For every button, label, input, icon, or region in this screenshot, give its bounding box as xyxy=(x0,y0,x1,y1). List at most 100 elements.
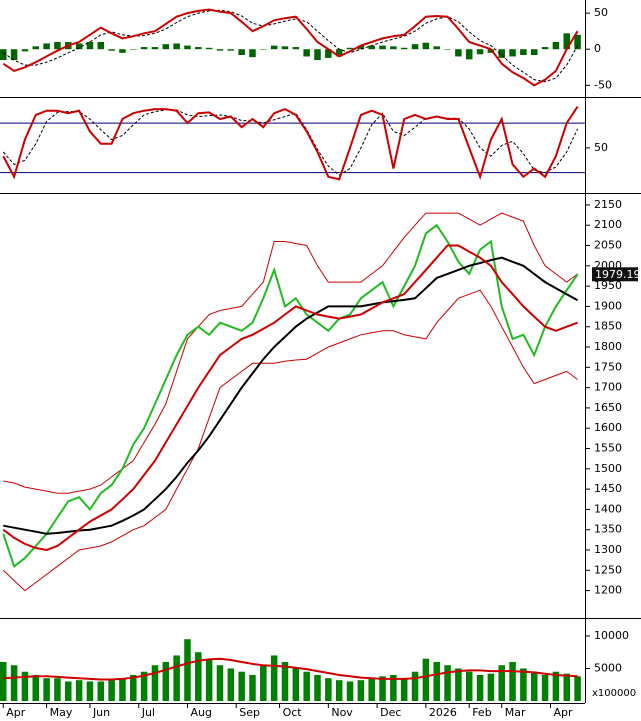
bar xyxy=(444,49,451,50)
series-line xyxy=(2,8,579,87)
bar xyxy=(270,45,278,50)
y-tick-label: 50 xyxy=(594,141,608,154)
bar xyxy=(390,46,397,50)
bar xyxy=(130,49,137,50)
bar xyxy=(162,661,170,701)
bar xyxy=(249,49,256,58)
bar xyxy=(216,49,224,51)
bar xyxy=(54,42,61,50)
series-line xyxy=(2,223,579,568)
bar xyxy=(411,44,419,50)
bar xyxy=(97,42,105,50)
y-tick-label: 0 xyxy=(594,42,601,55)
bar xyxy=(75,43,83,50)
bar xyxy=(43,678,50,701)
y-tick-label: 5000 xyxy=(594,661,622,674)
y-tick-label: 1550 xyxy=(594,442,622,455)
y-tick-label: -50 xyxy=(594,78,612,91)
series-line xyxy=(3,256,579,535)
bar xyxy=(216,665,224,701)
y-tick-label: 1350 xyxy=(594,523,622,536)
bar xyxy=(238,49,245,55)
last-value-label: 1979.19 xyxy=(595,268,641,281)
series-line xyxy=(2,106,579,181)
bar xyxy=(260,665,267,701)
bar xyxy=(465,671,473,701)
x-tick-label: Jun xyxy=(92,706,110,719)
bar xyxy=(390,674,397,701)
bar xyxy=(54,678,61,701)
bar xyxy=(422,42,430,50)
series-line xyxy=(3,9,579,83)
bar xyxy=(227,668,235,701)
bar xyxy=(335,49,343,57)
x-tick-label: Mar xyxy=(505,706,526,719)
bar xyxy=(195,47,202,50)
y-tick-label: 50 xyxy=(594,6,608,19)
bar xyxy=(368,45,375,50)
last-value-box xyxy=(592,267,638,282)
x-tick-label: Oct xyxy=(283,706,303,719)
frame xyxy=(0,0,641,704)
series-line xyxy=(2,109,579,176)
bar xyxy=(357,45,365,50)
bar xyxy=(444,665,451,701)
x-tick-label: Apr xyxy=(6,706,26,719)
x-tick-label: 2026 xyxy=(429,706,457,719)
bar xyxy=(130,674,137,701)
y-tick-label: 1750 xyxy=(594,360,622,373)
bar xyxy=(205,47,213,50)
bar xyxy=(433,46,440,50)
bar xyxy=(108,49,115,51)
series-line xyxy=(2,289,578,592)
bar xyxy=(465,49,473,60)
bar xyxy=(270,655,278,701)
bar xyxy=(10,49,18,61)
bar xyxy=(520,49,527,55)
bar xyxy=(32,46,40,50)
bar xyxy=(530,671,538,701)
bar xyxy=(509,661,516,701)
bar xyxy=(184,45,191,50)
bar xyxy=(303,671,310,701)
y-tick-label: 1200 xyxy=(594,584,622,597)
bar xyxy=(260,49,267,50)
x-tick-label: Sep xyxy=(239,706,260,719)
bar xyxy=(173,43,180,50)
bar xyxy=(476,674,484,701)
y-tick-label: 2150 xyxy=(594,198,622,211)
y-tick-label: 1950 xyxy=(594,279,622,292)
y-tick-label: 1450 xyxy=(594,482,622,495)
bar xyxy=(422,658,430,701)
y-tick-label: 1500 xyxy=(594,462,622,475)
series-line xyxy=(3,212,578,494)
bar xyxy=(43,43,50,50)
bar xyxy=(335,680,343,701)
bar xyxy=(140,47,148,50)
bar xyxy=(0,661,7,701)
bar xyxy=(498,665,505,701)
x-tick-label: Nov xyxy=(331,706,353,719)
bar xyxy=(303,49,310,57)
series-line xyxy=(3,657,578,681)
y-tick-label: 1900 xyxy=(594,299,622,312)
bar xyxy=(574,34,581,50)
y-tick-label: 1250 xyxy=(594,563,622,576)
bar xyxy=(379,676,386,701)
bar xyxy=(325,678,332,701)
x-tick-label: Jul xyxy=(141,706,155,719)
bar xyxy=(411,671,419,701)
bar xyxy=(379,45,386,50)
bar xyxy=(325,49,332,58)
bar xyxy=(346,47,354,50)
bar xyxy=(498,49,505,58)
bar xyxy=(292,668,300,701)
bar xyxy=(476,49,484,55)
y-tick-label: 1300 xyxy=(594,543,622,556)
x-tick-label: Apr xyxy=(553,706,573,719)
bar xyxy=(151,47,159,50)
bar xyxy=(433,661,440,701)
bar xyxy=(530,49,538,55)
bar xyxy=(487,49,495,53)
